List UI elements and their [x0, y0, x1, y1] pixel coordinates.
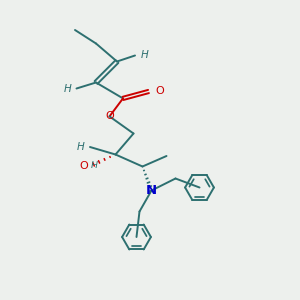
Text: H: H — [63, 83, 71, 94]
Text: O: O — [155, 86, 164, 97]
Text: O: O — [105, 111, 114, 122]
Text: O: O — [80, 161, 88, 171]
Text: H: H — [140, 50, 148, 61]
Text: H: H — [91, 161, 98, 170]
Text: H: H — [77, 142, 85, 152]
Text: N: N — [146, 184, 157, 197]
